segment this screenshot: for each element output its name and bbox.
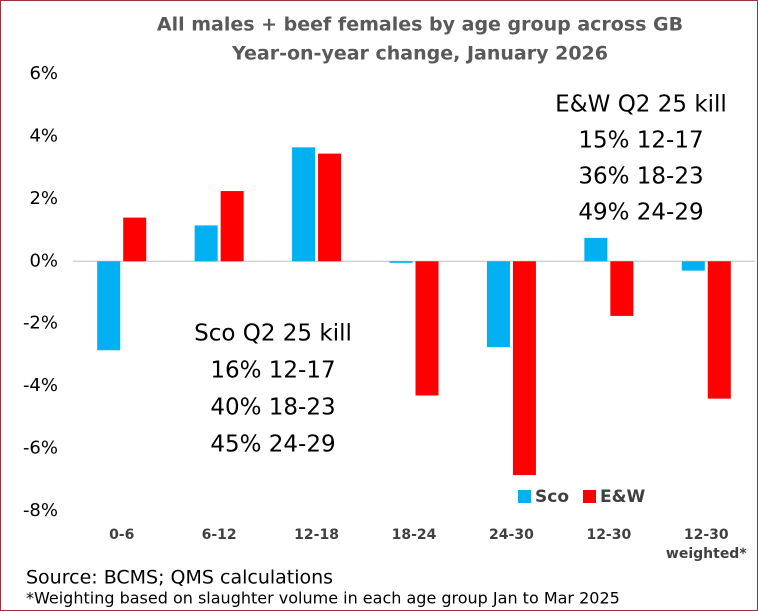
y-tick-label: 4% <box>29 125 58 146</box>
annotation: 36% 18-23 <box>578 164 703 190</box>
y-tick-label: 2% <box>29 188 58 209</box>
annotation: 49% 24-29 <box>578 200 703 226</box>
source: Source: BCMS; QMS calculations <box>26 567 333 589</box>
bar <box>584 237 608 262</box>
chart-title: All males + beef females by age group ac… <box>157 14 683 36</box>
bar <box>194 225 218 262</box>
y-tick-label: -8% <box>23 500 58 521</box>
annotation: 16% 12-17 <box>210 358 335 384</box>
bar <box>292 147 316 262</box>
x-tick-label: 12-30 <box>586 527 631 543</box>
bar <box>220 191 244 262</box>
x-tick-label: 6-12 <box>202 527 237 543</box>
x-tick-label: 24-30 <box>489 527 534 543</box>
legend-label: E&W <box>600 487 645 507</box>
x-tick-label-line: 12-30 <box>684 527 729 543</box>
bar <box>318 153 342 262</box>
y-tick-label: 6% <box>29 63 58 84</box>
x-tick-label-line: weighted* <box>666 546 747 562</box>
bar <box>97 261 121 351</box>
chart-subtitle: Year-on-year change, January 2026 <box>231 43 608 65</box>
legend-swatch <box>518 490 531 503</box>
x-tick-label: 18-24 <box>392 527 437 543</box>
y-tick-label: 0% <box>29 250 58 271</box>
bar <box>486 261 510 348</box>
footnote: *Weighting based on slaughter volume in … <box>26 589 620 608</box>
annotation: Sco Q2 25 kill <box>194 321 352 347</box>
annotation: 40% 18-23 <box>210 395 335 421</box>
annotation: 15% 12-17 <box>578 128 703 154</box>
bar <box>681 261 705 271</box>
annotation: E&W Q2 25 kill <box>555 92 727 118</box>
y-tick-label: -2% <box>23 313 58 334</box>
y-tick-label: -4% <box>23 375 58 396</box>
legend-swatch <box>583 490 596 503</box>
bar <box>123 217 147 262</box>
bar <box>707 261 731 399</box>
bar <box>610 261 634 316</box>
bar <box>512 261 536 476</box>
bar <box>415 261 439 396</box>
x-tick-label: 12-30 weighted* <box>666 527 747 562</box>
y-tick-label: -6% <box>23 438 58 459</box>
x-tick-label: 12-18 <box>294 527 339 543</box>
annotation: 45% 24-29 <box>210 432 335 458</box>
x-tick-label: 0-6 <box>109 527 134 543</box>
legend-label: Sco <box>535 487 569 507</box>
bar <box>389 261 413 263</box>
